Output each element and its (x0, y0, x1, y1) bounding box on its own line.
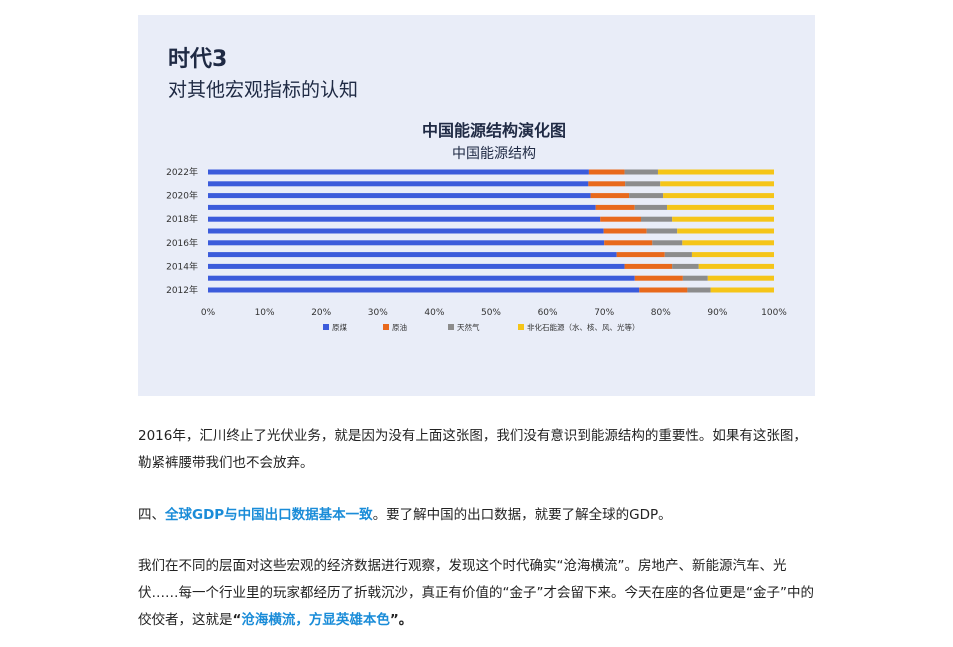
paragraph-3: 我们在不同的层面对这些宏观的经济数据进行观察，发现这个时代确实“沧海横流”。房地… (138, 553, 818, 634)
bar-segment (629, 193, 664, 199)
x-tick-label: 30% (368, 308, 388, 318)
y-tick-label: 2014年 (166, 260, 198, 272)
x-tick-label: 60% (538, 308, 558, 318)
bar-segment (682, 240, 774, 246)
paragraph-1: 2016年，汇川终止了光伏业务，就是因为没有上面这张图，我们没有意识到能源结构的… (138, 423, 818, 477)
quote-close: ”。 (389, 612, 413, 628)
x-tick-label: 10% (255, 308, 275, 318)
slide-subtitle: 对其他宏观指标的认知 (168, 79, 359, 101)
bar-segment (616, 252, 665, 258)
bar-segment (639, 287, 688, 293)
bar-segment (625, 181, 661, 187)
bar-segment (604, 240, 653, 246)
legend-label: 非化石能源（水、核、风、光等） (527, 322, 640, 332)
bar-segment (657, 169, 774, 175)
bar-segment (208, 263, 625, 269)
paragraph-2: 四、全球GDP与中国出口数据基本一致。要了解中国的出口数据，就要了解全球的GDP… (138, 502, 818, 529)
section-heading-highlight: 全球GDP与中国出口数据基本一致 (165, 507, 373, 523)
x-tick-label: 0% (201, 308, 216, 318)
bar-segment (691, 252, 774, 258)
quote-open: “ (232, 612, 242, 628)
bar-segment (677, 228, 774, 234)
bar-segment (590, 193, 630, 199)
bar-segment (667, 204, 774, 210)
legend-swatch (323, 324, 329, 330)
y-tick-label: 2012年 (166, 284, 198, 296)
bar-segment (710, 287, 774, 293)
x-tick-label: 70% (594, 308, 614, 318)
bar-segment (208, 228, 604, 234)
bar-segment (588, 181, 626, 187)
bar-segment (603, 228, 647, 234)
bar-segment (208, 287, 640, 293)
y-tick-label: 2016年 (166, 237, 198, 249)
y-tick-label: 2020年 (166, 190, 198, 202)
x-tick-label: 100% (761, 308, 787, 318)
bar-segment (672, 216, 774, 222)
bar-segment (208, 252, 617, 258)
bar-segment (208, 240, 605, 246)
bar-segment (672, 263, 699, 269)
paragraph-3-text: 我们在不同的层面对这些宏观的经济数据进行观察，发现这个时代确实“沧海横流”。房地… (138, 558, 814, 628)
bar-segment (208, 169, 589, 175)
bar-segment (682, 275, 708, 281)
bar-segment (208, 193, 591, 199)
y-tick-label: 2022年 (166, 166, 198, 178)
legend-swatch (448, 324, 454, 330)
bar-segment (698, 263, 774, 269)
paragraph-1-text: 2016年，汇川终止了光伏业务，就是因为没有上面这张图，我们没有意识到能源结构的… (138, 428, 807, 471)
bar-segment (624, 169, 658, 175)
bar-segment (595, 204, 635, 210)
bar-segment (707, 275, 774, 281)
section-number: 四、 (138, 507, 165, 523)
bar-segment (588, 169, 625, 175)
x-tick-label: 40% (424, 308, 444, 318)
legend-label: 原煤 (332, 322, 347, 332)
chart-title: 中国能源结构演化图 (422, 121, 566, 140)
bar-segment (208, 216, 601, 222)
x-tick-label: 50% (481, 308, 501, 318)
bar-segment (664, 252, 692, 258)
bar-segment (208, 204, 596, 210)
slide-title: 时代3 (168, 47, 228, 72)
bar-segment (634, 275, 683, 281)
bar-segment (208, 275, 635, 281)
bar-segment (208, 181, 589, 187)
bar-segment (663, 193, 774, 199)
bar-segment (600, 216, 641, 222)
legend-swatch (383, 324, 389, 330)
y-tick-label: 2018年 (166, 213, 198, 225)
bar-segment (624, 263, 673, 269)
bar-segment (660, 181, 774, 187)
x-tick-label: 90% (707, 308, 727, 318)
bar-segment (634, 204, 668, 210)
paragraph-2-text: 。要了解中国的出口数据，就要了解全球的GDP。 (372, 507, 672, 523)
x-tick-label: 80% (651, 308, 671, 318)
bar-segment (646, 228, 678, 234)
slide-image: 时代3 对其他宏观指标的认知 中国能源结构演化图 中国能源结构 2022年 2020年… (138, 15, 815, 396)
legend-swatch (518, 324, 524, 330)
chart-subtitle: 中国能源结构 (452, 146, 536, 162)
bar-segment (652, 240, 683, 246)
legend-label: 天然气 (457, 322, 480, 332)
legend-label: 原油 (392, 322, 407, 332)
bar-segment (687, 287, 711, 293)
bar-segment (640, 216, 673, 222)
closing-highlight: 沧海横流，方显英雄本色 (241, 612, 390, 628)
x-tick-label: 20% (311, 308, 331, 318)
